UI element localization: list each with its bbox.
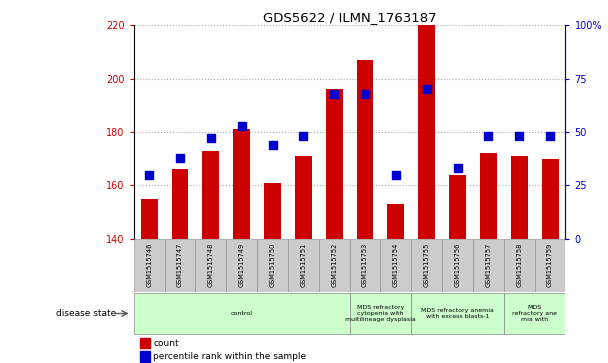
Text: GSM1515755: GSM1515755 bbox=[424, 243, 430, 287]
Point bbox=[452, 166, 462, 171]
Bar bbox=[140, 199, 157, 238]
Title: GDS5622 / ILMN_1763187: GDS5622 / ILMN_1763187 bbox=[263, 11, 437, 24]
Point bbox=[237, 123, 247, 129]
Text: percentile rank within the sample: percentile rank within the sample bbox=[153, 352, 306, 361]
Bar bbox=[350, 293, 411, 334]
Bar bbox=[257, 238, 288, 292]
Point bbox=[330, 91, 339, 97]
Bar bbox=[140, 338, 150, 348]
Point bbox=[422, 86, 432, 92]
Bar bbox=[264, 183, 281, 238]
Text: GSM1515754: GSM1515754 bbox=[393, 243, 399, 287]
Point bbox=[175, 155, 185, 160]
Bar bbox=[233, 129, 250, 238]
Bar bbox=[295, 156, 312, 238]
Point bbox=[144, 172, 154, 178]
Point bbox=[206, 135, 216, 141]
Text: control: control bbox=[230, 311, 253, 316]
Point bbox=[483, 133, 493, 139]
Text: GSM1515756: GSM1515756 bbox=[455, 243, 460, 287]
Bar bbox=[140, 351, 150, 362]
Bar bbox=[511, 156, 528, 238]
Bar bbox=[134, 293, 350, 334]
Bar bbox=[442, 238, 473, 292]
Bar bbox=[288, 238, 319, 292]
Point bbox=[268, 142, 277, 148]
Text: MDS refractory anemia
with excess blasts-1: MDS refractory anemia with excess blasts… bbox=[421, 308, 494, 319]
Bar bbox=[226, 238, 257, 292]
Text: GSM1515753: GSM1515753 bbox=[362, 243, 368, 287]
Text: GSM1515747: GSM1515747 bbox=[177, 243, 183, 287]
Bar bbox=[319, 238, 350, 292]
Bar bbox=[473, 238, 504, 292]
Bar bbox=[171, 169, 188, 238]
Bar bbox=[504, 238, 534, 292]
Bar bbox=[387, 204, 404, 238]
Bar bbox=[356, 60, 373, 238]
Bar bbox=[534, 238, 565, 292]
Text: disease state: disease state bbox=[56, 309, 116, 318]
Text: MDS
refractory ane
mia with: MDS refractory ane mia with bbox=[512, 305, 557, 322]
Text: GSM1515752: GSM1515752 bbox=[331, 243, 337, 287]
Bar bbox=[326, 89, 343, 238]
Text: GSM1515746: GSM1515746 bbox=[146, 243, 152, 287]
Bar bbox=[134, 238, 165, 292]
Bar bbox=[504, 293, 565, 334]
Point bbox=[391, 172, 401, 178]
Bar bbox=[411, 293, 504, 334]
Bar bbox=[418, 25, 435, 238]
Text: GSM1515749: GSM1515749 bbox=[239, 243, 244, 287]
Bar bbox=[411, 238, 442, 292]
Text: GSM1515748: GSM1515748 bbox=[208, 243, 214, 287]
Text: GSM1515758: GSM1515758 bbox=[516, 243, 522, 287]
Bar bbox=[195, 238, 226, 292]
Bar bbox=[381, 238, 411, 292]
Bar bbox=[202, 151, 219, 238]
Point bbox=[545, 133, 555, 139]
Text: GSM1515757: GSM1515757 bbox=[485, 243, 491, 287]
Point bbox=[514, 133, 524, 139]
Bar bbox=[350, 238, 381, 292]
Bar bbox=[165, 238, 195, 292]
Text: GSM1515750: GSM1515750 bbox=[269, 243, 275, 287]
Point bbox=[299, 133, 308, 139]
Text: GSM1515759: GSM1515759 bbox=[547, 243, 553, 287]
Text: GSM1515751: GSM1515751 bbox=[300, 243, 306, 287]
Text: MDS refractory
cytopenia with
multilineage dysplasia: MDS refractory cytopenia with multilinea… bbox=[345, 305, 416, 322]
Text: count: count bbox=[153, 339, 179, 348]
Bar bbox=[449, 175, 466, 238]
Point bbox=[360, 91, 370, 97]
Bar bbox=[542, 159, 559, 238]
Bar bbox=[480, 153, 497, 238]
